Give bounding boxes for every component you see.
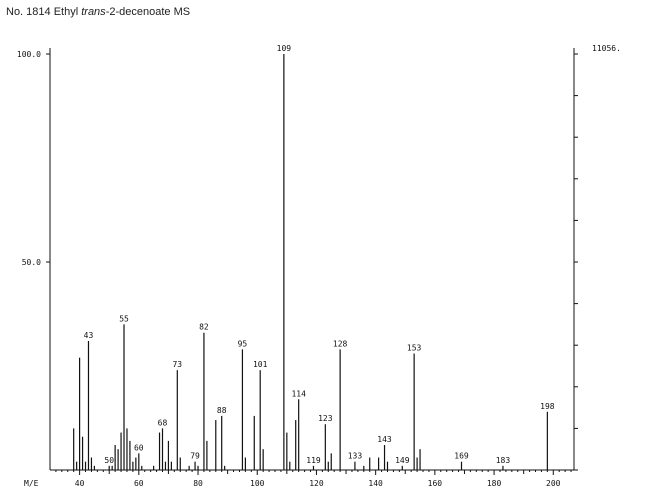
peak-label: 119 — [306, 456, 321, 465]
y-tick-label: 100.0 — [17, 50, 41, 59]
peak-label: 133 — [348, 452, 363, 461]
peak-label: 60 — [134, 443, 144, 452]
x-tick-label: 120 — [309, 479, 324, 488]
x-tick-label: 40 — [75, 479, 85, 488]
x-tick-label: 80 — [193, 479, 203, 488]
title-suffix: -2-decenoate MS — [105, 6, 191, 18]
peak-label: 73 — [172, 360, 182, 369]
x-tick-label: 100 — [250, 479, 265, 488]
peak-label: 95 — [238, 339, 248, 348]
peak-label: 68 — [158, 418, 168, 427]
x-tick-label: 160 — [428, 479, 443, 488]
peak-label: 50 — [104, 456, 114, 465]
title-italic: trans — [81, 6, 106, 18]
y-tick-label: 50.0 — [22, 258, 41, 267]
x-tick-label: 200 — [546, 479, 561, 488]
peak-label: 149 — [395, 456, 410, 465]
peak-label: 109 — [277, 44, 292, 53]
peak-label: 88 — [217, 406, 227, 415]
peak-label: 79 — [190, 452, 200, 461]
peak-bars — [73, 54, 548, 470]
right-axis-label: 11056. — [592, 44, 621, 53]
peak-label: 198 — [540, 402, 555, 411]
title-prefix: No. 1814 Ethyl — [6, 6, 82, 18]
chart-axes: 100.0 50.0 11056. 40 60 80 100 120 140 160 180 200 M… — [17, 44, 621, 488]
peak-label: 169 — [454, 452, 469, 461]
peak-label: 128 — [333, 339, 348, 348]
x-tick-label: 180 — [487, 479, 502, 488]
peak-label: 143 — [377, 435, 392, 444]
peak-label: 114 — [291, 389, 306, 398]
peak-label: 43 — [84, 331, 94, 340]
x-tick-label: 140 — [368, 479, 383, 488]
x-axis-label: M/E — [24, 479, 39, 488]
peak-label: 55 — [119, 314, 129, 323]
peak-labels: 43 50 55 60 68 73 79 82 88 95 101 109 114 119 123 128 13… — [84, 44, 555, 465]
peak-label: 153 — [407, 344, 422, 353]
peak-label: 183 — [496, 456, 511, 465]
x-tick-label: 60 — [134, 479, 144, 488]
peak-label: 82 — [199, 323, 209, 332]
peak-label: 123 — [318, 414, 333, 423]
page-title: No. 1814 Ethyl trans-2-decenoate MS — [6, 6, 190, 18]
peak-label: 101 — [253, 360, 268, 369]
